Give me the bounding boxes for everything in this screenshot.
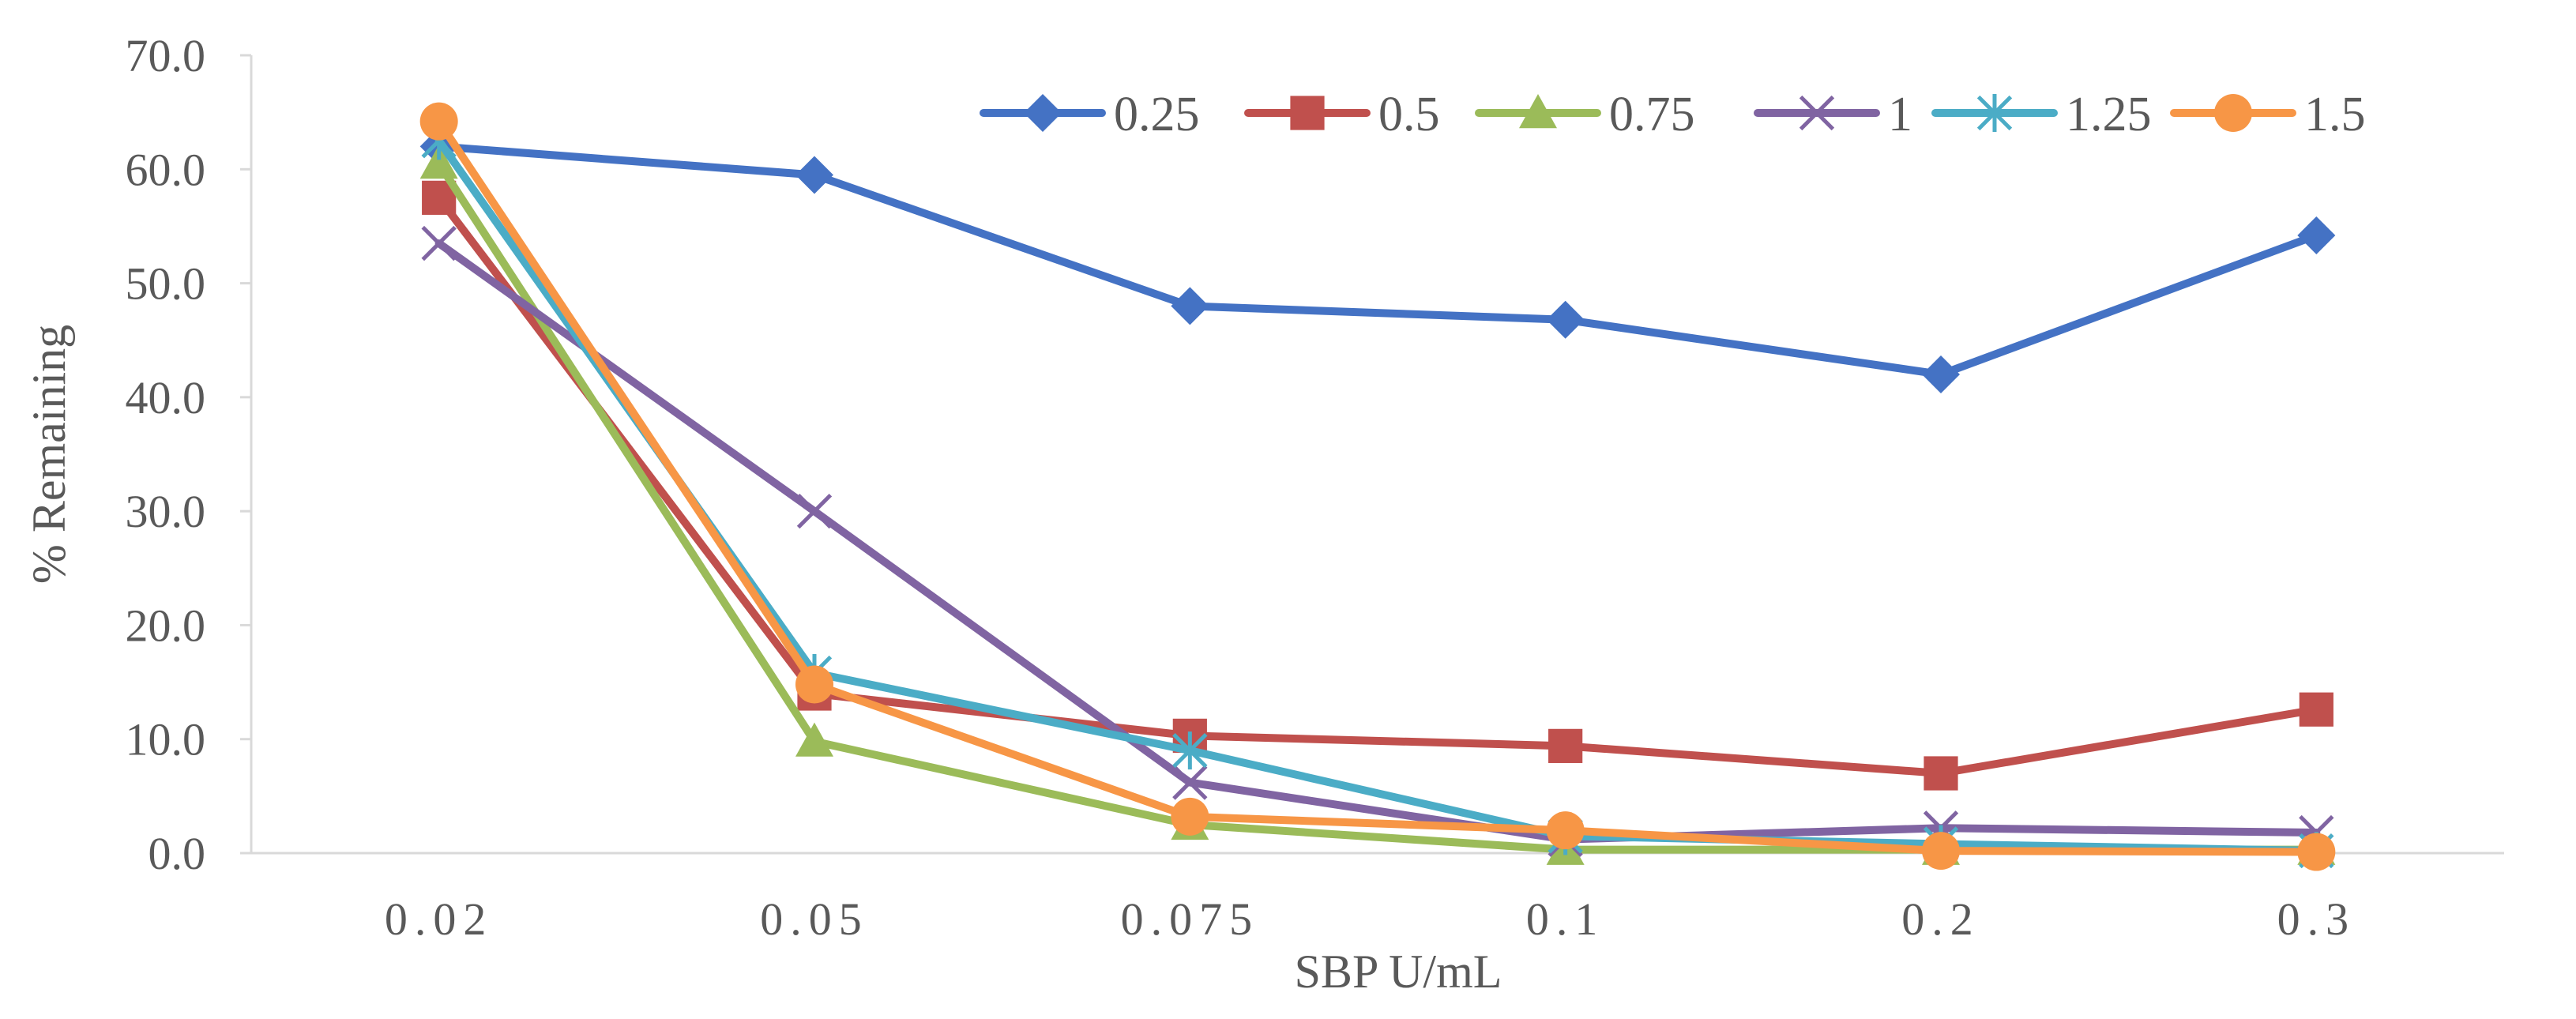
marker-circle <box>1546 811 1585 850</box>
series-line <box>434 194 2321 777</box>
legend-item: 0.5 <box>1244 88 1440 141</box>
marker-circle <box>1171 797 1209 836</box>
series <box>419 102 2336 871</box>
marker-triangle <box>1519 94 1557 129</box>
marker-diamond <box>1546 300 1585 339</box>
marker-x-stroke <box>796 493 833 529</box>
y-tick-label: 30.0 <box>126 486 206 537</box>
y-tick-label: 40.0 <box>126 372 206 423</box>
marker-circle <box>419 102 458 141</box>
legend-item: 1 <box>1754 88 1912 141</box>
y-tick-label: 70.0 <box>126 30 206 81</box>
x-tick-label: 0.3 <box>2277 893 2356 945</box>
legend-label: 0.5 <box>1378 88 1440 141</box>
marker-star <box>1976 94 2013 132</box>
marker-diamond <box>1024 94 1062 132</box>
marker-x <box>796 493 833 529</box>
series-line <box>434 239 2321 844</box>
marker-square <box>1548 728 1583 763</box>
x-axis-label: SBP U/mL <box>1295 946 1502 998</box>
series-1 <box>421 225 2334 857</box>
x-tick-label: 0.05 <box>760 893 869 945</box>
legend: 0.25 0.5 0.75 1 1.25 1.5 <box>980 88 2366 141</box>
y-tick-label: 10.0 <box>126 714 206 765</box>
marker-circle <box>2297 833 2336 871</box>
y-axis-ticks: 0.0 10.0 20.0 30.0 40.0 50.0 60.0 70.0 <box>126 30 251 879</box>
marker-x-stroke <box>421 225 457 261</box>
marker-circle <box>2214 94 2252 132</box>
marker-x <box>421 225 457 261</box>
marker-diamond <box>795 156 833 194</box>
x-tick-label: 0.2 <box>1901 893 1980 945</box>
y-tick-label: 50.0 <box>126 258 206 310</box>
legend-item: 1.5 <box>2170 88 2366 141</box>
legend-item: 0.25 <box>980 88 1200 141</box>
marker-star <box>1172 731 1208 770</box>
legend-item: 1.25 <box>1931 88 2152 141</box>
marker-triangle <box>795 722 833 757</box>
y-tick-label: 20.0 <box>126 600 206 651</box>
series-line <box>434 117 2321 856</box>
y-axis-label: % Remaining <box>23 325 75 584</box>
marker-x-stroke <box>1172 765 1208 800</box>
legend-label: 0.75 <box>1609 88 1695 141</box>
series-0-5 <box>422 180 2333 791</box>
series-0-25 <box>419 127 2336 393</box>
marker-square <box>1290 96 1325 130</box>
x-tick-label: 0.075 <box>1121 893 1260 945</box>
marker-triangle <box>419 145 458 179</box>
marker-circle <box>795 665 833 704</box>
legend-label: 1 <box>1888 88 1912 141</box>
y-tick-label: 60.0 <box>126 144 206 195</box>
marker-diamond <box>1171 287 1209 325</box>
marker-x <box>1799 95 1835 131</box>
legend-label: 1.25 <box>2066 88 2152 141</box>
marker-x-stroke <box>1799 95 1835 131</box>
legend-item: 0.75 <box>1475 88 1695 141</box>
legend-label: 1.5 <box>2304 88 2366 141</box>
series-1-5 <box>419 102 2336 871</box>
x-tick-label: 0.02 <box>385 893 494 945</box>
marker-square <box>1924 756 1958 791</box>
marker-diamond <box>1922 355 1960 393</box>
marker-circle <box>1922 832 1960 870</box>
series-line <box>434 142 2321 378</box>
x-axis-ticks: 0.02 0.05 0.075 0.1 0.2 0.3 <box>385 893 2356 945</box>
marker-x <box>1172 765 1208 800</box>
series-line <box>434 160 2321 854</box>
y-tick-label: 0.0 <box>149 828 206 879</box>
x-tick-label: 0.1 <box>1526 893 1605 945</box>
marker-square <box>2299 692 2333 727</box>
legend-label: 0.25 <box>1114 88 1200 141</box>
marker-diamond <box>2297 216 2336 254</box>
